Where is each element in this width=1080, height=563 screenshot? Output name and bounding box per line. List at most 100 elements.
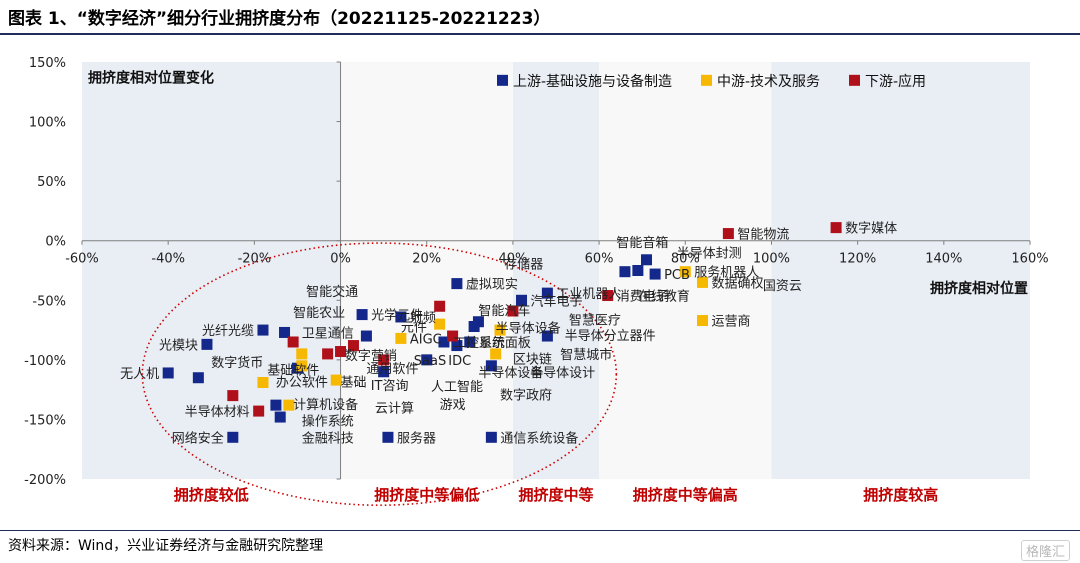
data-label: 工业机器人 xyxy=(556,287,621,302)
annotation-label: 数字货币 xyxy=(211,355,263,371)
data-label: 无人机 xyxy=(120,367,159,382)
data-point xyxy=(378,366,390,378)
annotation-label: IDC xyxy=(448,354,471,369)
data-point xyxy=(679,266,691,278)
x-tick-label: 80% xyxy=(671,252,700,267)
data-point xyxy=(485,431,497,443)
legend-label: 下游-应用 xyxy=(865,73,926,90)
x-tick-label: 100% xyxy=(753,252,790,267)
annotation-label: 智能音箱 xyxy=(616,235,668,251)
data-point xyxy=(201,338,213,350)
y-tick-label: -150% xyxy=(24,413,66,428)
annotation-label: 智能交通 xyxy=(306,284,358,300)
data-point xyxy=(541,287,553,299)
annotation-label: 半导体设计 xyxy=(530,366,595,381)
data-label: 工控系统 xyxy=(453,336,505,351)
data-label: 光模块 xyxy=(159,338,198,353)
data-point xyxy=(356,309,368,321)
data-label: AIGC xyxy=(410,332,442,347)
data-label: 汽车电子 xyxy=(531,293,583,309)
title-divider xyxy=(0,33,1080,35)
annotation-label: IT咨询 xyxy=(371,379,409,394)
y-tick-label: 0% xyxy=(45,235,66,250)
x-tick-label: 120% xyxy=(839,252,876,267)
low-crowding-ellipse-layer xyxy=(141,242,618,507)
annotation-label: 半导体设备 xyxy=(496,321,561,337)
data-point xyxy=(830,222,842,234)
data-label: 虚拟现实 xyxy=(466,278,518,293)
data-point xyxy=(434,300,446,312)
data-point xyxy=(162,367,174,379)
data-point xyxy=(395,332,407,344)
data-label: 服务器 xyxy=(397,430,436,446)
annotation-label: 国资云 xyxy=(763,279,802,294)
data-point xyxy=(257,324,269,336)
y-tick-label: 150% xyxy=(29,56,66,71)
data-point xyxy=(619,266,631,278)
annotation-label: 区块链 xyxy=(513,353,552,368)
annotation-label: 数字政府 xyxy=(500,388,552,403)
x-tick-label: 60% xyxy=(585,252,614,267)
annotation-label: 云计算 xyxy=(375,402,414,417)
zone-label-4: 拥挤度较高 xyxy=(863,486,938,504)
data-point xyxy=(296,360,308,372)
annotation-label: 智慧城市 xyxy=(560,347,612,363)
data-point xyxy=(347,340,359,352)
annotation-label: 元件 xyxy=(401,320,427,335)
data-label: 显示面板 xyxy=(479,336,531,351)
data-point xyxy=(227,431,239,443)
x-tick-label: 20% xyxy=(412,252,441,267)
data-label: 数字媒体 xyxy=(845,222,897,237)
source-note: 资料来源：Wind，兴业证券经济与金融研究院整理 xyxy=(8,538,324,554)
zone-label-3: 拥挤度中等偏高 xyxy=(633,486,738,504)
data-label: 光学元件 xyxy=(371,308,423,324)
zone-label-2: 拥挤度中等 xyxy=(518,486,593,504)
chart-legend: 上游-基础设施与设备制造 中游-技术及服务 下游-应用 xyxy=(497,73,926,90)
figure-title: 图表 1、“数字经济”细分行业拥挤度分布（20221125-20221223） xyxy=(8,9,551,29)
data-point xyxy=(287,336,299,348)
data-point xyxy=(322,348,334,360)
data-point xyxy=(516,294,528,306)
data-point xyxy=(253,405,265,417)
y-tick-label: -50% xyxy=(32,294,66,309)
data-point xyxy=(632,265,644,276)
x-tick-label: -60% xyxy=(65,252,99,267)
crowding-scatter-chart: -60% -40% -20% 0% 20% 40% 60% 80% 100% 120% 140% 16… xyxy=(24,56,1049,507)
data-point xyxy=(382,431,394,443)
data-point xyxy=(421,354,433,366)
data-label: 网络安全 xyxy=(172,430,224,446)
annotation-label: 在线教育 xyxy=(638,289,690,305)
data-point xyxy=(451,340,463,352)
annotation-label: 智能汽车 xyxy=(478,303,530,319)
data-point xyxy=(640,254,652,266)
annotation-label: SaaS xyxy=(414,354,446,369)
y-tick-label: 50% xyxy=(37,175,66,190)
x-tick-label: -20% xyxy=(238,252,272,267)
data-point xyxy=(434,318,446,330)
data-point xyxy=(507,305,519,317)
data-label: 半导体材料 xyxy=(185,405,250,420)
data-label: 光纤光缆 xyxy=(202,323,254,339)
data-point xyxy=(274,411,286,423)
data-label: 数据确权 xyxy=(712,275,764,291)
data-point xyxy=(395,311,407,323)
x-tick-label: -40% xyxy=(151,252,185,267)
annotation-label: 人工智能 xyxy=(431,380,483,395)
data-point xyxy=(490,348,502,360)
annotation-label: 操作系统 xyxy=(302,414,354,430)
data-point xyxy=(279,326,291,338)
data-label: 消费电子 xyxy=(617,290,669,305)
x-tick-label: 0% xyxy=(330,252,351,267)
data-label: 服务机器人 xyxy=(694,265,759,281)
y-tick-label: -200% xyxy=(24,473,66,488)
annotation-label: 基础 xyxy=(341,375,367,390)
annotation-label: 智能农业 xyxy=(293,306,345,321)
data-point xyxy=(494,324,506,336)
data-label: 射频 xyxy=(410,310,436,326)
data-point xyxy=(192,372,204,384)
data-points xyxy=(162,222,842,443)
data-point xyxy=(296,348,308,360)
y-axis-title: 拥挤度相对位置变化 xyxy=(88,69,214,86)
data-point xyxy=(697,315,709,327)
